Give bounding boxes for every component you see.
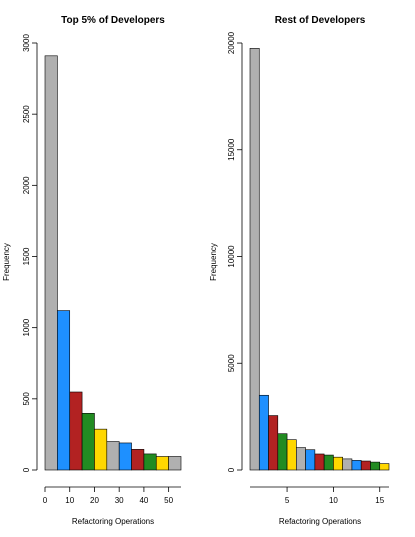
right-x-tick-label: 10 [329, 496, 338, 505]
left-x-tick-label: 10 [65, 496, 74, 505]
right-bar-3 [277, 433, 288, 471]
left-bar-0 [44, 55, 58, 471]
left-x-axis-label: Refactoring Operations [72, 517, 154, 526]
right-bar-2 [268, 415, 279, 471]
right-y-tick-label: 20000 [227, 31, 236, 54]
left-bar-1 [57, 310, 71, 471]
left-y-tick-label: 500 [22, 392, 31, 406]
right-bar-11 [351, 460, 362, 471]
left-y-tick-label: 1000 [22, 318, 31, 336]
right-y-tick-label: 15000 [227, 138, 236, 161]
left-y-tick-label: 2000 [22, 176, 31, 194]
right-bar-5 [296, 447, 306, 471]
left-bar-6 [118, 442, 132, 471]
left-bar-3 [81, 413, 95, 471]
right-y-tick-label: 10000 [227, 245, 236, 268]
right-x-tick-label: 5 [285, 496, 290, 505]
right-bar-13 [370, 461, 381, 471]
left-bar-4 [94, 428, 108, 471]
left-y-axis-label: Frequency [2, 243, 11, 281]
right-bar-9 [333, 456, 343, 471]
right-y-axis: 0 5000 10000 15000 20000 [227, 31, 243, 472]
right-bar-1 [258, 394, 269, 471]
left-x-tick-label: 50 [164, 496, 173, 505]
left-bar-2 [69, 391, 83, 471]
right-bar-7 [314, 453, 325, 471]
left-y-tick-label: 2500 [22, 105, 31, 123]
left-x-tick-label: 20 [90, 496, 99, 505]
right-y-axis-label: Frequency [209, 243, 218, 281]
right-x-axis: 5 10 15 [250, 486, 389, 505]
right-bars [249, 48, 390, 471]
left-y-tick-label: 3000 [22, 34, 31, 52]
left-histogram-panel: Top 5% of Developers Frequency Refactori… [2, 15, 182, 526]
left-x-tick-label: 30 [115, 496, 124, 505]
left-bar-10 [168, 456, 182, 471]
left-chart-title: Top 5% of Developers [61, 15, 165, 26]
left-x-tick-label: 40 [139, 496, 148, 505]
left-y-tick-label: 0 [22, 467, 31, 472]
left-x-tick-label: 0 [43, 496, 48, 505]
left-bar-7 [131, 449, 145, 471]
left-x-axis: 0 10 20 30 40 50 [43, 486, 181, 505]
right-bar-14 [379, 463, 390, 471]
right-bar-0 [249, 48, 260, 471]
right-bar-6 [305, 449, 316, 471]
left-bar-9 [155, 456, 169, 471]
right-y-tick-label: 0 [227, 467, 236, 472]
left-bar-5 [106, 441, 120, 471]
right-y-tick-label: 5000 [227, 354, 236, 372]
right-bar-4 [286, 439, 297, 471]
right-bar-12 [360, 460, 371, 471]
left-y-axis: 0 500 1000 1500 2000 2500 3000 [22, 34, 38, 472]
left-bars [44, 55, 182, 471]
right-chart-title: Rest of Developers [275, 15, 366, 26]
right-bar-10 [342, 458, 353, 471]
left-bar-8 [143, 453, 157, 471]
right-histogram-panel: Rest of Developers Frequency Refactoring… [209, 15, 390, 526]
left-y-tick-label: 1500 [22, 247, 31, 265]
right-x-tick-label: 15 [375, 496, 384, 505]
right-bar-8 [323, 454, 334, 471]
right-x-axis-label: Refactoring Operations [279, 517, 361, 526]
